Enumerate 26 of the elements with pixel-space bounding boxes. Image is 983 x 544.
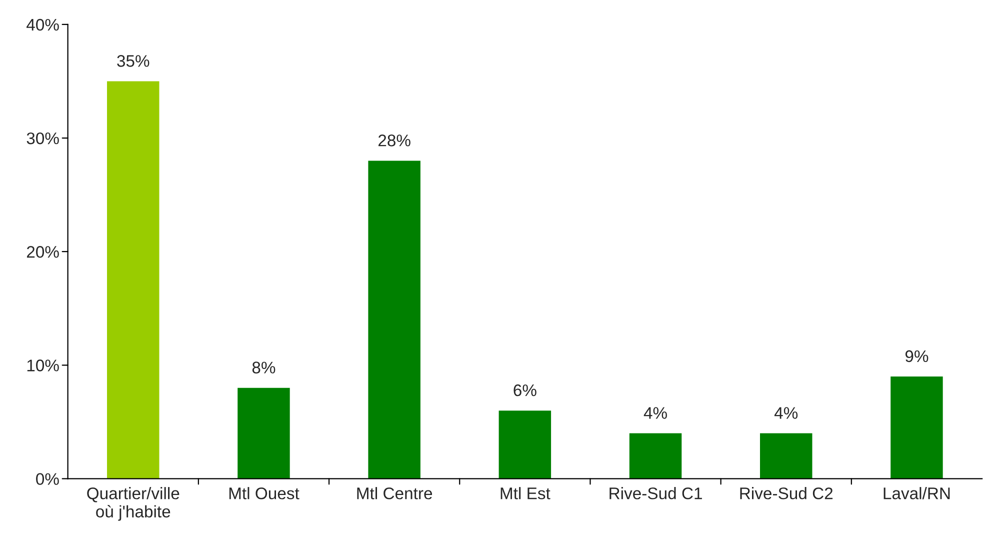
x-tick-label: Mtl Ouest [229,487,300,500]
x-tick-label: Rive-Sud C2 [740,487,833,500]
data-label: 35% [117,55,150,67]
y-tick-label: 20% [26,246,59,258]
y-tick-label: 30% [26,132,59,144]
bar [107,81,160,479]
bar [368,160,420,479]
y-tick-label: 40% [26,18,59,31]
x-tick-label: Rive-Sud C1 [610,487,702,500]
y-tick-label: 0% [36,473,59,485]
data-label: 4% [644,407,667,419]
x-tick-label: Mtl Est [500,487,550,500]
data-label: 6% [514,384,536,396]
data-label: 28% [378,134,410,146]
bar [629,433,682,479]
x-tick-label: Mtl Centre [357,487,432,500]
bar [760,433,812,479]
data-label: 4% [774,407,798,419]
bar [498,410,552,479]
x-tick-label: Laval/RN [884,487,950,500]
data-label: 9% [905,350,928,362]
bar [890,376,943,479]
bar [238,388,290,479]
y-tick-label: 10% [27,360,59,372]
x-tick-label: Quartier/ville où j'habite [87,487,180,521]
data-label: 8% [252,362,276,374]
